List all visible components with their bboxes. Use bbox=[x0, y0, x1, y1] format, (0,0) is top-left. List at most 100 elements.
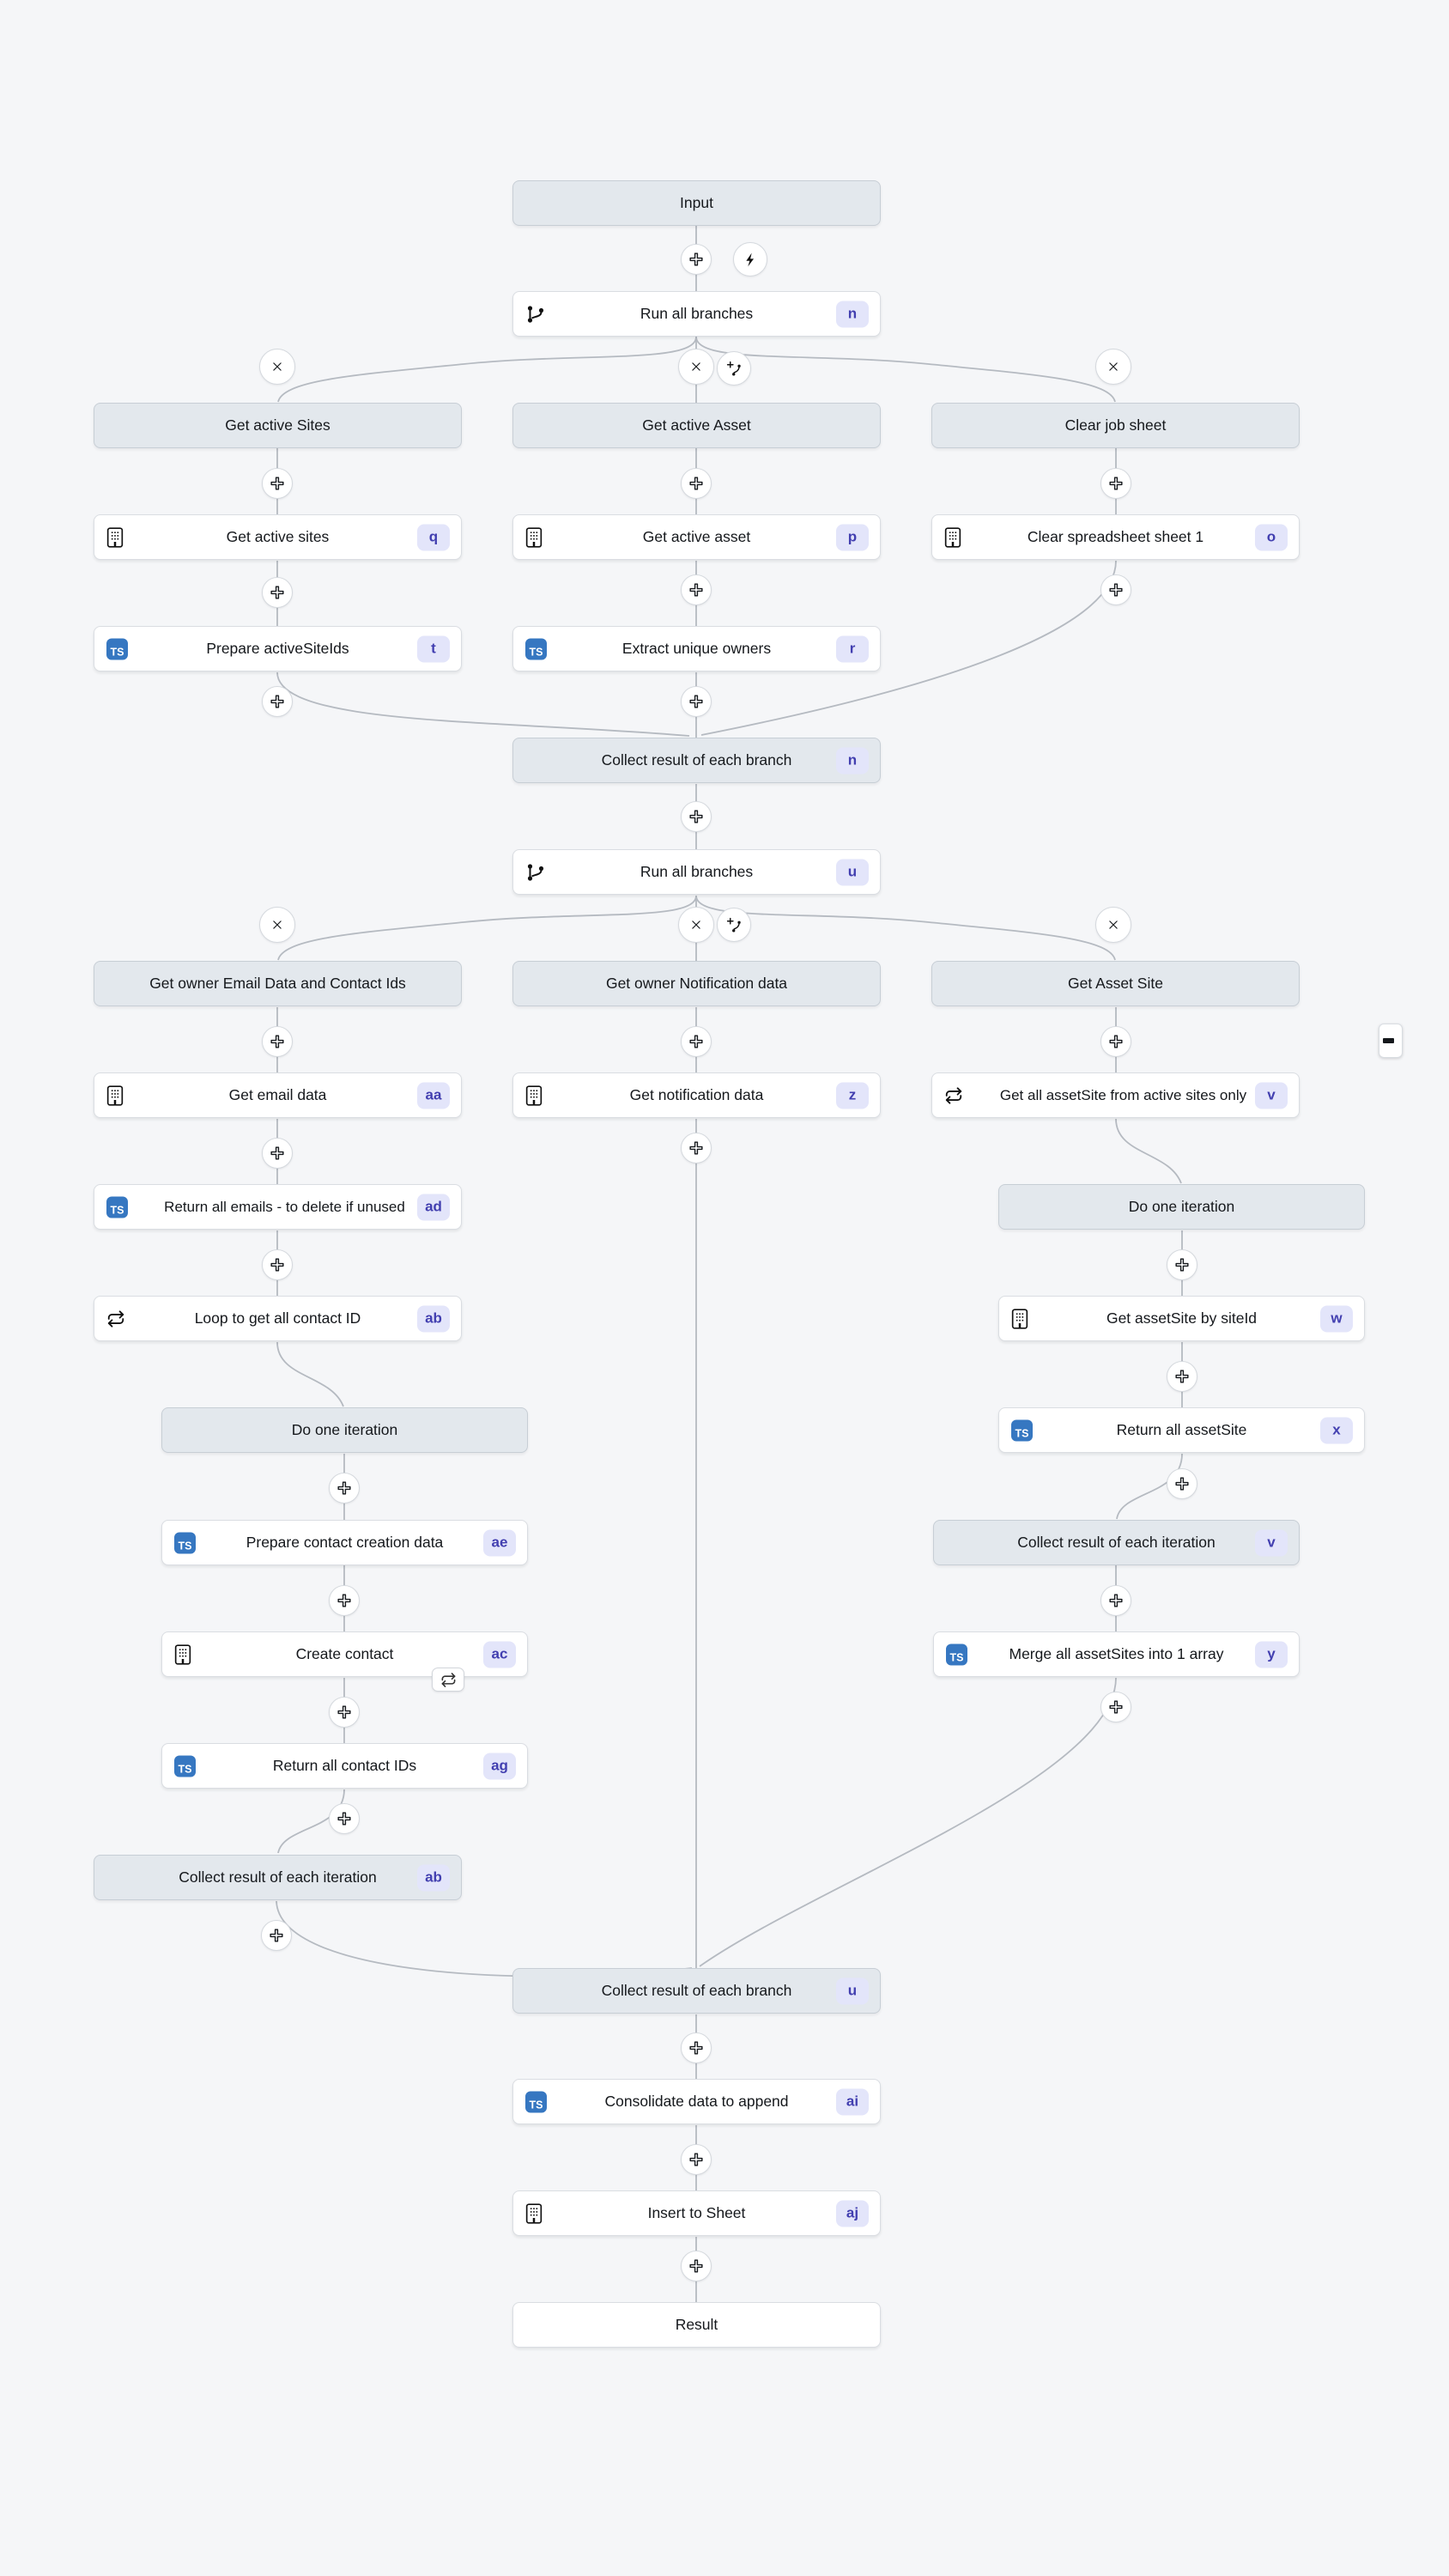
remove-branch-button[interactable] bbox=[259, 349, 295, 385]
node-collect-result-branch-2[interactable]: Collect result of each branch u bbox=[512, 1968, 881, 2014]
node-label: Get email data bbox=[228, 1086, 327, 1103]
add-step-button[interactable] bbox=[1100, 574, 1131, 605]
remove-branch-button[interactable] bbox=[259, 907, 295, 943]
step-ref-badge: o bbox=[1255, 524, 1288, 550]
node-get-active-sites[interactable]: Get active sites q bbox=[94, 514, 462, 560]
add-step-button[interactable] bbox=[681, 468, 712, 499]
add-step-button[interactable] bbox=[262, 1026, 293, 1057]
step-ref-badge: w bbox=[1320, 1305, 1353, 1332]
node-return-all-contact-ids[interactable]: TS Return all contact IDs ag bbox=[161, 1743, 528, 1789]
add-step-button[interactable] bbox=[262, 468, 293, 499]
typescript-icon: TS bbox=[174, 1532, 196, 1553]
node-insert-to-sheet[interactable]: Insert to Sheet aj bbox=[512, 2190, 881, 2236]
add-step-button[interactable] bbox=[329, 1585, 360, 1616]
add-step-button[interactable] bbox=[681, 2251, 712, 2281]
node-extract-unique-owners[interactable]: TS Extract unique owners r bbox=[512, 626, 881, 671]
add-step-button[interactable] bbox=[1100, 1026, 1131, 1057]
node-collect-result-iteration-right[interactable]: Collect result of each iteration v bbox=[933, 1520, 1300, 1565]
add-step-button[interactable] bbox=[329, 1473, 360, 1504]
node-create-contact[interactable]: Create contact ac bbox=[161, 1631, 528, 1677]
add-step-button[interactable] bbox=[1167, 1249, 1197, 1280]
loop-header-label: Do one iteration bbox=[1128, 1198, 1235, 1215]
branch-header-get-active-asset[interactable]: Get active Asset bbox=[512, 403, 881, 448]
step-ref-badge: u bbox=[836, 1978, 869, 2004]
remove-branch-button[interactable] bbox=[1095, 907, 1131, 943]
add-step-button[interactable] bbox=[681, 574, 712, 605]
step-ref-badge: v bbox=[1255, 1082, 1288, 1109]
node-collect-result-iteration-left[interactable]: Collect result of each iteration ab bbox=[94, 1855, 462, 1900]
add-step-button[interactable] bbox=[681, 2144, 712, 2175]
spreadsheet-icon bbox=[1011, 1307, 1028, 1330]
spreadsheet-icon bbox=[525, 2202, 543, 2225]
step-ref-badge: z bbox=[836, 1082, 869, 1109]
add-step-button[interactable] bbox=[681, 2032, 712, 2063]
step-ref-badge: aa bbox=[417, 1082, 450, 1109]
node-label: Insert to Sheet bbox=[647, 2204, 746, 2221]
node-prepare-active-site-ids[interactable]: TS Prepare activeSiteIds t bbox=[94, 626, 462, 671]
node-collect-result-branch-1[interactable]: Collect result of each branch n bbox=[512, 738, 881, 783]
typescript-icon: TS bbox=[106, 1196, 128, 1218]
branch-header-owner-email[interactable]: Get owner Email Data and Contact Ids bbox=[94, 961, 462, 1006]
node-consolidate-data-to-append[interactable]: TS Consolidate data to append ai bbox=[512, 2079, 881, 2124]
node-run-all-branches-2[interactable]: Run all branches u bbox=[512, 849, 881, 895]
add-step-button[interactable] bbox=[1100, 1585, 1131, 1616]
add-step-button[interactable] bbox=[329, 1697, 360, 1728]
branch-label: Get active Asset bbox=[642, 416, 751, 434]
node-label: Prepare contact creation data bbox=[246, 1534, 444, 1551]
node-get-active-asset[interactable]: Get active asset p bbox=[512, 514, 881, 560]
node-merge-all-asset-sites[interactable]: TS Merge all assetSites into 1 array y bbox=[933, 1631, 1300, 1677]
add-step-button[interactable] bbox=[1167, 1468, 1197, 1499]
node-input[interactable]: Input bbox=[512, 180, 881, 226]
step-ref-badge: p bbox=[836, 524, 869, 550]
node-label: Consolidate data to append bbox=[604, 2093, 789, 2110]
remove-branch-button[interactable] bbox=[678, 349, 714, 385]
add-step-button[interactable] bbox=[1100, 1692, 1131, 1722]
minimized-node-fragment[interactable] bbox=[1379, 1024, 1403, 1058]
typescript-icon: TS bbox=[525, 2091, 547, 2112]
lightning-button[interactable] bbox=[733, 242, 767, 276]
add-step-button[interactable] bbox=[1100, 468, 1131, 499]
node-label: Get assetSite by siteId bbox=[1106, 1309, 1258, 1327]
add-step-button[interactable] bbox=[262, 1249, 293, 1280]
loop-header-do-one-iteration-right[interactable]: Do one iteration bbox=[998, 1184, 1365, 1230]
node-clear-spreadsheet-sheet-1[interactable]: Clear spreadsheet sheet 1 o bbox=[931, 514, 1300, 560]
node-get-all-asset-site[interactable]: Get all assetSite from active sites only… bbox=[931, 1072, 1300, 1118]
node-get-email-data[interactable]: Get email data aa bbox=[94, 1072, 462, 1118]
node-label: Get notification data bbox=[629, 1086, 764, 1103]
loop-header-label: Do one iteration bbox=[291, 1421, 398, 1438]
node-return-all-emails[interactable]: TS Return all emails - to delete if unus… bbox=[94, 1184, 462, 1230]
add-step-button[interactable] bbox=[262, 1138, 293, 1169]
loop-header-do-one-iteration-left[interactable]: Do one iteration bbox=[161, 1407, 528, 1453]
add-branch-button[interactable] bbox=[717, 908, 751, 942]
node-get-notification-data[interactable]: Get notification data z bbox=[512, 1072, 881, 1118]
add-step-button[interactable] bbox=[681, 244, 712, 275]
remove-branch-button[interactable] bbox=[1095, 349, 1131, 385]
node-result[interactable]: Result bbox=[512, 2302, 881, 2348]
repeat-icon bbox=[944, 1086, 963, 1105]
step-ref-badge: ad bbox=[417, 1194, 450, 1220]
node-run-all-branches-1[interactable]: Run all branches n bbox=[512, 291, 881, 337]
branch-header-get-active-sites[interactable]: Get active Sites bbox=[94, 403, 462, 448]
step-ref-badge: aj bbox=[836, 2200, 869, 2227]
branch-header-clear-job-sheet[interactable]: Clear job sheet bbox=[931, 403, 1300, 448]
node-loop-get-contact-id[interactable]: Loop to get all contact ID ab bbox=[94, 1296, 462, 1341]
node-return-all-asset-site[interactable]: TS Return all assetSite x bbox=[998, 1407, 1365, 1453]
add-step-button[interactable] bbox=[262, 577, 293, 608]
add-step-button[interactable] bbox=[681, 1133, 712, 1163]
remove-branch-button[interactable] bbox=[678, 907, 714, 943]
add-step-button[interactable] bbox=[681, 1026, 712, 1057]
add-step-button[interactable] bbox=[262, 686, 293, 717]
node-prepare-contact-creation-data[interactable]: TS Prepare contact creation data ae bbox=[161, 1520, 528, 1565]
add-step-button[interactable] bbox=[329, 1803, 360, 1834]
add-step-button[interactable] bbox=[681, 801, 712, 832]
branch-header-asset-site[interactable]: Get Asset Site bbox=[931, 961, 1300, 1006]
node-get-asset-site-by-site-id[interactable]: Get assetSite by siteId w bbox=[998, 1296, 1365, 1341]
add-branch-button[interactable] bbox=[717, 351, 751, 386]
spreadsheet-icon bbox=[106, 526, 124, 549]
branch-header-owner-notification[interactable]: Get owner Notification data bbox=[512, 961, 881, 1006]
node-label: Extract unique owners bbox=[621, 640, 772, 657]
add-step-button[interactable] bbox=[261, 1920, 292, 1951]
add-step-button[interactable] bbox=[1167, 1361, 1197, 1392]
add-step-button[interactable] bbox=[681, 686, 712, 717]
